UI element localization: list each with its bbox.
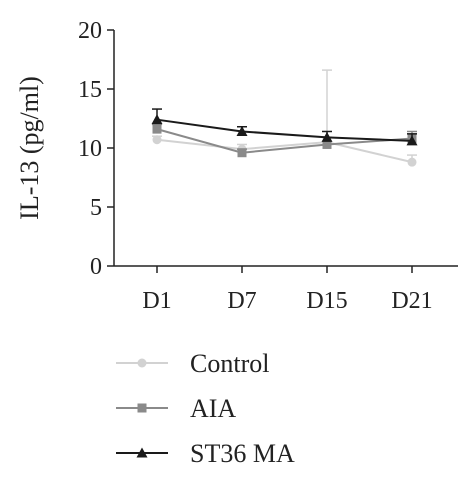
series-st36-ma (151, 108, 418, 146)
legend-marker (137, 403, 147, 413)
data-point (406, 135, 418, 146)
x-tick-label: D15 (306, 288, 347, 314)
data-point (151, 114, 163, 125)
legend-marker (137, 358, 147, 368)
legend-label: Control (190, 349, 269, 378)
data-point (322, 139, 332, 149)
x-tick-label: D21 (391, 288, 432, 314)
data-point (152, 124, 162, 134)
series-layer (151, 69, 418, 167)
x-tick-label: D1 (142, 288, 171, 314)
y-tick-label: 0 (90, 254, 102, 280)
legend-marker (136, 447, 148, 458)
y-tick-label: 10 (78, 136, 102, 162)
data-point (152, 135, 162, 145)
legend-label: AIA (190, 394, 236, 423)
y-tick-label: 15 (78, 77, 102, 103)
legend-item: ST36 MA (116, 439, 295, 468)
legend-label: ST36 MA (190, 439, 295, 468)
data-point (407, 157, 417, 167)
series-line (156, 118, 413, 142)
data-point (321, 131, 333, 142)
axes: 0 5 10 15 20 D1 D7 D15 D21 (78, 18, 458, 314)
y-tick-label: 20 (78, 18, 102, 44)
y-axis-label: IL-13 (pg/ml) (15, 76, 44, 220)
series-aia (152, 123, 417, 158)
series-line (156, 128, 413, 154)
data-point (236, 125, 248, 136)
legend: Control AIA ST36 MA (116, 349, 295, 468)
x-tick-label: D7 (227, 288, 256, 314)
series-control (152, 69, 417, 167)
legend-item: AIA (116, 394, 236, 423)
y-tick-label: 5 (90, 195, 102, 221)
series-line (156, 138, 413, 164)
legend-item: Control (116, 349, 269, 378)
data-point (237, 148, 247, 158)
